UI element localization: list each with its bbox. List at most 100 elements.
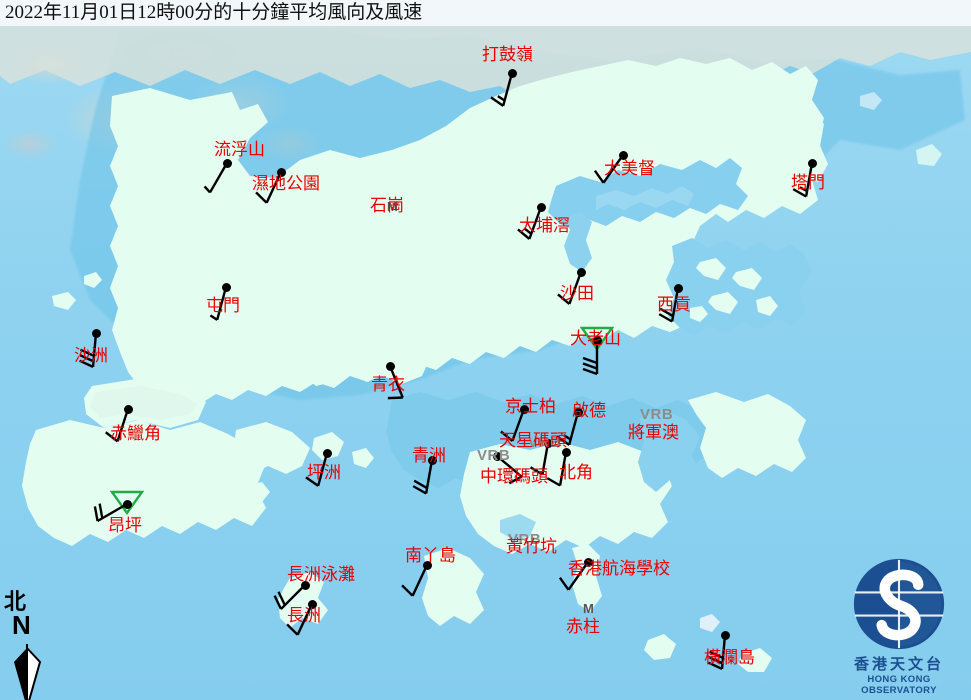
wind-barb-icon xyxy=(104,408,130,443)
station-dot xyxy=(385,361,395,371)
station-dot xyxy=(592,335,602,345)
wind-barb-icon xyxy=(517,206,543,240)
station-dot xyxy=(322,448,332,458)
station-dot xyxy=(561,447,571,457)
station-dot xyxy=(807,158,817,168)
station-label: 中環碼頭 xyxy=(480,467,548,486)
wind-barb-icon xyxy=(401,564,429,597)
station-label: 大美督 xyxy=(604,159,655,178)
compass-rose: 北 N xyxy=(4,589,50,700)
wind-barb-icon xyxy=(255,171,283,204)
station-label: 大埔滘 xyxy=(519,216,570,235)
station-dot xyxy=(618,150,628,160)
wind-barb-icon xyxy=(708,634,727,670)
station-label: 青洲 xyxy=(412,446,446,465)
high-ground-triangle-icon xyxy=(110,490,144,515)
station-dot xyxy=(307,599,317,609)
station-dot xyxy=(222,158,232,168)
wind-barb-icon xyxy=(558,561,589,591)
station-label: 長洲 xyxy=(287,606,321,625)
station-label: 石崗 xyxy=(370,196,404,215)
title-bar: 2022年11月01日12時00分的十分鐘平均風向及風速 xyxy=(0,0,971,26)
station-label: 京士柏 xyxy=(505,397,556,416)
hko-emblem-icon xyxy=(853,558,945,650)
station-label: 塔門 xyxy=(791,173,825,192)
wind-barb-icon xyxy=(557,271,583,305)
wind-barb-icon xyxy=(529,442,550,476)
station-dot xyxy=(123,404,133,414)
hko-logo: 香港天文台 HONG KONG OBSERVATORY xyxy=(833,556,965,696)
logo-name-en: HONG KONG OBSERVATORY xyxy=(861,674,937,696)
compass-label-cn: 北 xyxy=(4,589,27,614)
station-label: 橫瀾島 xyxy=(704,648,755,667)
wind-barb-icon xyxy=(209,286,228,321)
station-label: 坪洲 xyxy=(307,463,341,482)
station-dot xyxy=(519,404,529,414)
station-label: 打鼓嶺 xyxy=(482,45,533,64)
station-dot xyxy=(583,557,593,567)
high-ground-triangle-icon xyxy=(580,326,614,351)
station-label: 昂坪 xyxy=(108,516,142,535)
station-dot xyxy=(576,267,586,277)
station-dot xyxy=(573,407,583,417)
logo-name-cn: 香港天文台 xyxy=(853,657,944,673)
station-dot xyxy=(300,580,310,590)
station-label: 北角 xyxy=(559,463,593,482)
station-label: 啟德 xyxy=(572,401,606,420)
variable-wind-marker: VRB xyxy=(528,434,562,451)
wind-barb-icon xyxy=(792,162,814,198)
station-label: 沙田 xyxy=(560,284,594,303)
station-label: 長洲泳灘 xyxy=(287,565,355,584)
station-dot xyxy=(221,282,231,292)
wind-barb-icon xyxy=(273,584,306,610)
compass-label-en: N xyxy=(12,610,31,640)
wind-barb-icon xyxy=(556,411,580,446)
station-dot xyxy=(276,167,286,177)
variable-wind-marker: VRB xyxy=(508,531,542,548)
wind-barb-icon xyxy=(93,502,128,523)
wind-barb-icon xyxy=(496,455,523,485)
wind-barb-icon xyxy=(593,154,624,184)
station-label: 流浮山 xyxy=(214,140,265,159)
wind-barb-icon xyxy=(387,365,404,400)
station-dot xyxy=(427,455,437,465)
compass-needle-icon xyxy=(14,644,42,700)
wind-barb-icon xyxy=(546,451,568,487)
variable-wind-marker: VRB xyxy=(640,406,674,423)
station-dot xyxy=(673,283,683,293)
page-title: 2022年11月01日12時00分的十分鐘平均風向及風速 xyxy=(5,2,423,23)
station-label: 青衣 xyxy=(371,375,405,394)
wind-barb-icon xyxy=(490,72,514,107)
wind-barb-icon xyxy=(582,340,599,375)
station-label: 西貢 xyxy=(657,295,691,314)
station-label: 赤鱲角 xyxy=(110,424,161,443)
variable-wind-marker: VRB xyxy=(477,447,511,464)
station-dot xyxy=(422,560,432,570)
station-dot xyxy=(507,68,517,78)
station-label: 屯門 xyxy=(206,296,240,315)
station-label: 沙洲 xyxy=(74,346,108,365)
station-label: 天星碼頭 xyxy=(499,431,567,450)
station-label: 南丫島 xyxy=(405,546,456,565)
station-label: 黃竹坑 xyxy=(506,537,557,556)
station-label: 大老山 xyxy=(570,329,621,348)
wind-barb-icon xyxy=(203,162,229,194)
wind-barb-icon xyxy=(79,332,98,368)
missing-data-marker: M xyxy=(387,199,398,214)
wind-barb-icon xyxy=(286,603,314,636)
missing-data-marker: M xyxy=(583,601,594,616)
station-label: 將軍澳 xyxy=(628,423,679,442)
station-dot xyxy=(91,328,101,338)
station-dot xyxy=(122,499,132,509)
station-label: 濕地公園 xyxy=(252,174,320,193)
wind-barb-icon xyxy=(305,452,329,487)
station-label: 香港航海學校 xyxy=(568,559,670,578)
station-label: 赤柱 xyxy=(566,617,600,636)
wind-barb-icon xyxy=(412,459,434,495)
wind-barb-icon xyxy=(658,287,680,323)
station-dot xyxy=(536,202,546,212)
wind-barb-icon xyxy=(500,408,526,442)
station-dot xyxy=(720,630,730,640)
